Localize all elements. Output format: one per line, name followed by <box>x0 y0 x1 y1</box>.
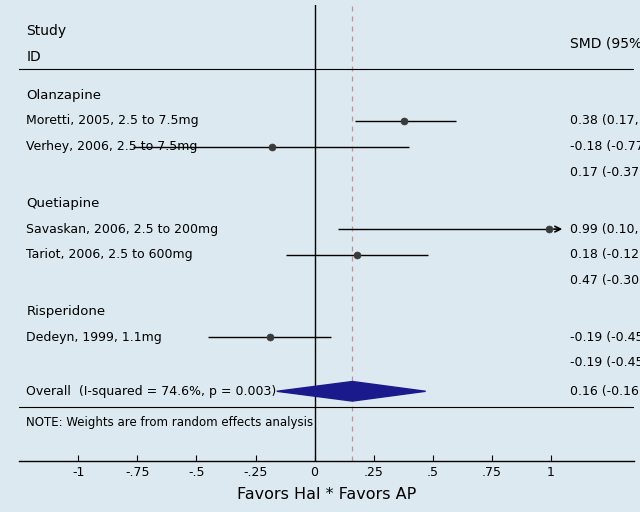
Text: 0.16 (-0.16, 0.47): 0.16 (-0.16, 0.47) <box>570 385 640 398</box>
Text: Overall  (I-squared = 74.6%, p = 0.003): Overall (I-squared = 74.6%, p = 0.003) <box>26 385 276 398</box>
Text: ID: ID <box>26 50 41 63</box>
Text: Study: Study <box>26 24 67 38</box>
Text: -0.19 (-0.45, 0.07): -0.19 (-0.45, 0.07) <box>570 331 640 344</box>
Text: 0.17 (-0.37, 0.71): 0.17 (-0.37, 0.71) <box>570 166 640 179</box>
Text: Tariot, 2006, 2.5 to 600mg: Tariot, 2006, 2.5 to 600mg <box>26 248 193 261</box>
Text: -0.18 (-0.77, 0.40): -0.18 (-0.77, 0.40) <box>570 140 640 153</box>
Text: Quetiapine: Quetiapine <box>26 197 100 210</box>
Text: Olanzapine: Olanzapine <box>26 89 101 102</box>
Text: Dedeyn, 1999, 1.1mg: Dedeyn, 1999, 1.1mg <box>26 331 162 344</box>
X-axis label: Favors Hal * Favors AP: Favors Hal * Favors AP <box>237 487 416 502</box>
Text: NOTE: Weights are from random effects analysis: NOTE: Weights are from random effects an… <box>26 416 314 429</box>
Text: 0.99 (0.10, 1.88): 0.99 (0.10, 1.88) <box>570 223 640 236</box>
Text: Risperidone: Risperidone <box>26 305 106 318</box>
Text: 0.38 (0.17, 0.60): 0.38 (0.17, 0.60) <box>570 115 640 127</box>
Text: Savaskan, 2006, 2.5 to 200mg: Savaskan, 2006, 2.5 to 200mg <box>26 223 218 236</box>
Polygon shape <box>276 381 426 401</box>
Text: 0.47 (-0.30, 1.24): 0.47 (-0.30, 1.24) <box>570 274 640 287</box>
Text: Moretti, 2005, 2.5 to 7.5mg: Moretti, 2005, 2.5 to 7.5mg <box>26 115 199 127</box>
Text: Verhey, 2006, 2.5 to 7.5mg: Verhey, 2006, 2.5 to 7.5mg <box>26 140 198 153</box>
Text: -0.19 (-0.45, 0.07): -0.19 (-0.45, 0.07) <box>570 356 640 370</box>
Text: 0.18 (-0.12, 0.48): 0.18 (-0.12, 0.48) <box>570 248 640 261</box>
Text: SMD (95% CI): SMD (95% CI) <box>570 37 640 51</box>
